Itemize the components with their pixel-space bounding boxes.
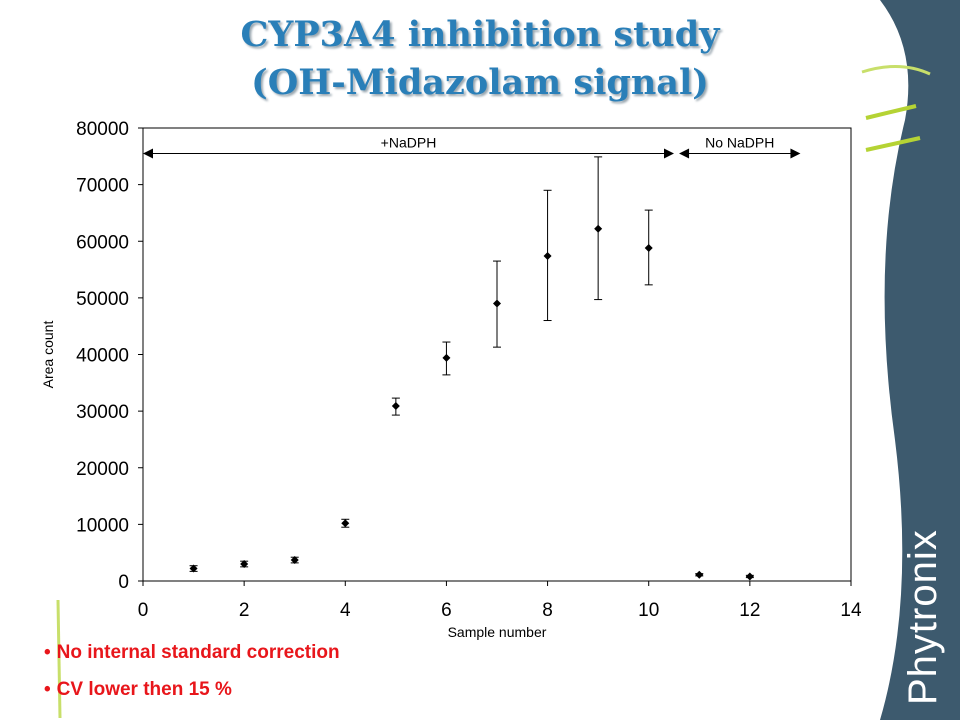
bullet-dot: •	[44, 642, 51, 663]
y-tick-label: 50000	[76, 289, 129, 310]
y-axis-label: Area count	[40, 321, 56, 389]
data-point	[543, 251, 552, 260]
x-tick-label: 2	[239, 600, 250, 621]
data-point	[745, 572, 754, 581]
bullet-dot: •	[44, 679, 51, 700]
data-point	[644, 244, 653, 253]
slide-title-line-2: (OH-Midazolam signal)	[251, 62, 709, 103]
data-point	[442, 353, 451, 362]
data-point	[391, 402, 400, 411]
plot-area-frame	[142, 127, 852, 582]
chart-side-white	[852, 108, 868, 634]
side-panel	[880, 0, 960, 720]
logo-text: Phytronix	[901, 529, 945, 705]
x-tick-label: 10	[638, 600, 659, 621]
bullet-item: • CV lower then 15 %	[44, 679, 340, 716]
accent-line	[56, 599, 62, 719]
x-tick-label: 12	[739, 600, 760, 621]
y-tick-label: 0	[118, 572, 129, 593]
y-tick-label: 30000	[76, 402, 129, 423]
bullet-item: • No internal standard correction	[44, 642, 340, 679]
y-tick-label: 10000	[76, 515, 129, 536]
slide-title-line-1: CYP3A4 inhibition study	[240, 14, 720, 55]
y-tick-label: 60000	[76, 232, 129, 253]
annotation-arrowhead-right	[790, 148, 801, 159]
phytronix-logo: Phytronix	[901, 529, 945, 705]
data-point	[290, 556, 299, 565]
x-tick-label: 14	[840, 600, 862, 621]
y-tick-label: 20000	[76, 459, 129, 480]
accent-line	[865, 104, 917, 120]
accent-line	[861, 64, 931, 76]
bullet-list: • No internal standard correction • CV low…	[44, 642, 340, 716]
data-point	[189, 564, 198, 573]
y-tick-label: 80000	[76, 119, 129, 140]
annotation-label: No NaDPH	[705, 134, 774, 150]
bullet-text: CV lower then 15 %	[56, 679, 232, 700]
annotation-arrowhead-right	[664, 148, 674, 159]
bullet-text: No internal standard correction	[56, 642, 340, 663]
x-tick-label: 0	[138, 600, 149, 621]
data-point	[493, 299, 501, 308]
data-point	[341, 519, 350, 528]
data-point	[594, 224, 603, 233]
x-tick-label: 6	[441, 600, 452, 621]
accent-line	[865, 136, 921, 152]
data-point	[695, 570, 704, 579]
x-axis-label: Sample number	[448, 624, 547, 640]
annotation-arrowhead-left	[679, 148, 690, 159]
annotation-arrowhead-left	[143, 148, 153, 159]
x-tick-label: 8	[542, 600, 553, 621]
data-point	[240, 560, 249, 569]
y-tick-label: 40000	[76, 346, 129, 367]
y-tick-label: 70000	[76, 176, 129, 197]
annotation-label: +NaDPH	[381, 134, 437, 150]
x-tick-label: 4	[340, 600, 351, 621]
